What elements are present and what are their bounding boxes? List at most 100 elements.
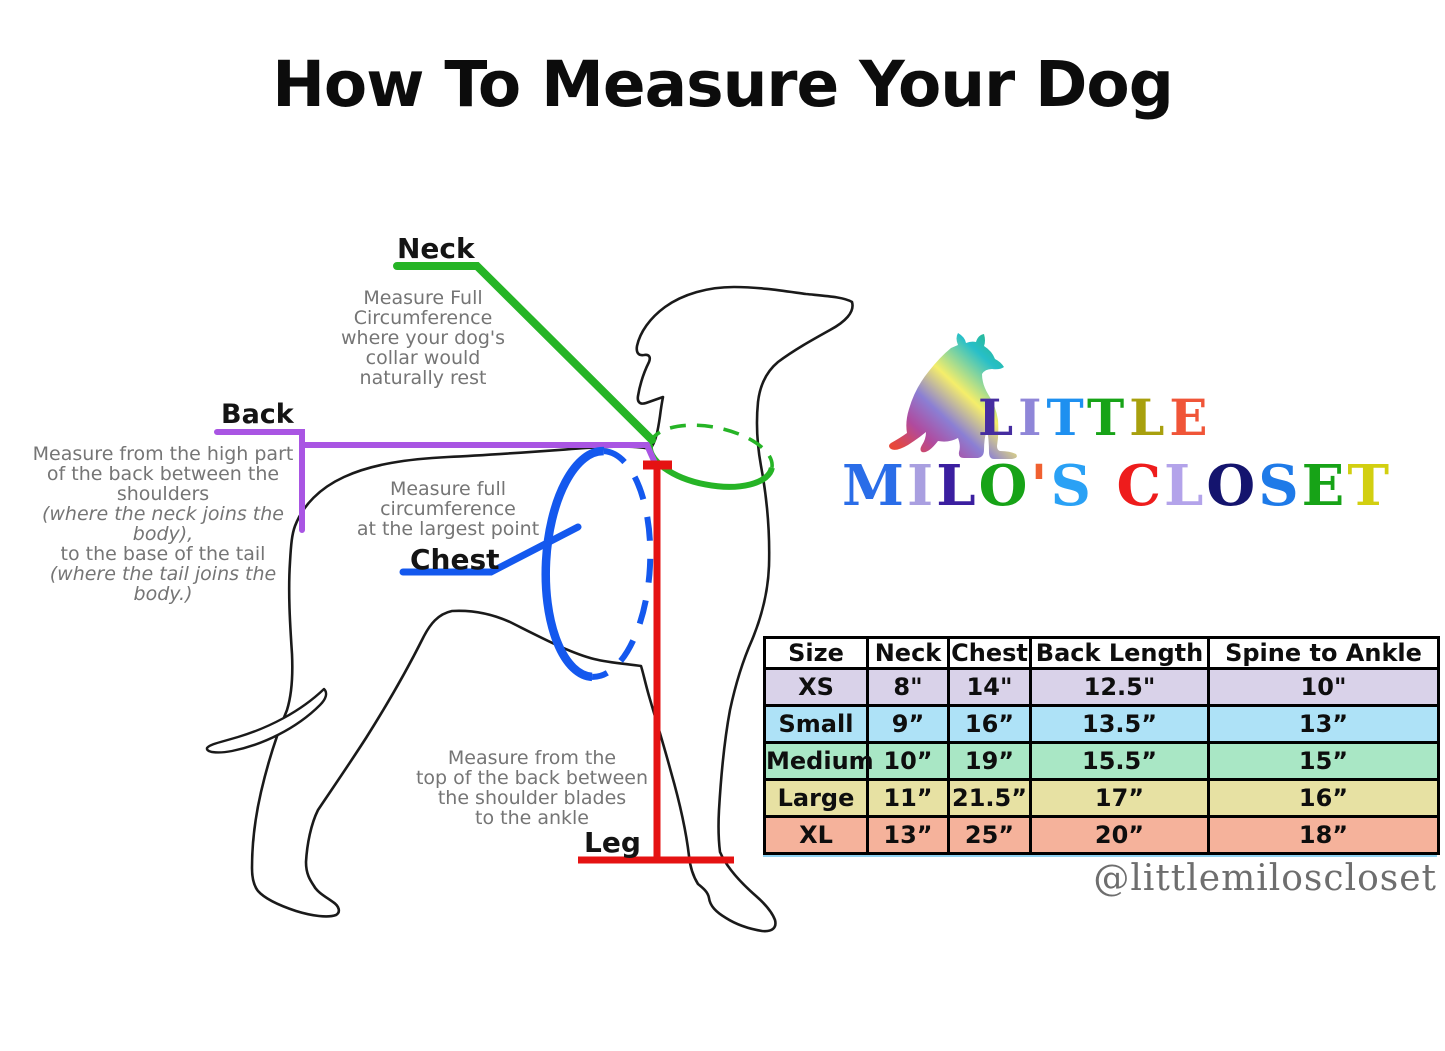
back-label: Back	[221, 399, 294, 430]
logo-letter: S	[1258, 453, 1302, 519]
chart-header-cell: Spine to Ankle	[1207, 636, 1440, 670]
spine-to-ankle-cell: 13”	[1207, 704, 1440, 744]
logo-letter: L	[1164, 453, 1207, 519]
chest-cell: 25”	[947, 815, 1032, 855]
logo-letter: O	[978, 453, 1031, 519]
logo-dog-silhouette	[889, 333, 1017, 459]
neck-cell: 9”	[866, 704, 950, 744]
measure-desc-line: circumference	[380, 498, 516, 520]
measure-desc-line: the shoulder blades	[437, 787, 627, 809]
spine-to-ankle-cell: 16”	[1207, 778, 1440, 818]
logo-letter: L	[978, 388, 1019, 447]
chest-label: Chest	[410, 543, 500, 576]
neck-cell: 13”	[866, 815, 950, 855]
size-chart-accent-line	[763, 855, 1437, 857]
neck-description: Measure Full Circumference where your dog'…	[323, 288, 523, 388]
spine-to-ankle-cell: 18”	[1207, 815, 1440, 855]
size-cell: Small	[763, 704, 869, 744]
logo-wordmark-line1: LITTLE	[978, 393, 1212, 443]
chart-header-cell: Neck	[866, 636, 950, 670]
logo	[888, 333, 1036, 463]
back-measure-bracket	[214, 429, 305, 533]
size-chart: Size Neck Chest Back Length Spine to Ankle X…	[763, 636, 1440, 855]
neck-measure-line	[393, 262, 656, 444]
size-chart-table: Size Neck Chest Back Length Spine to Ankle X…	[763, 636, 1440, 855]
back-length-cell: 15.5”	[1029, 741, 1210, 781]
leg-label: Leg	[584, 826, 641, 859]
back-length-cell: 13.5”	[1029, 704, 1210, 744]
size-cell: Large	[763, 778, 869, 818]
neck-cell: 10”	[866, 741, 950, 781]
neck-cell: 11”	[866, 778, 950, 818]
dog-tail	[205, 687, 328, 754]
chest-description: Measure full circumference at the largest …	[328, 479, 568, 539]
spine-to-ankle-cell: 15”	[1207, 741, 1440, 781]
size-row-xl: XL 13” 25” 20” 18”	[763, 815, 1440, 855]
logo-letter: O	[1206, 453, 1259, 519]
measure-desc-line: Circumference	[353, 307, 493, 329]
back-description: Measure from the high part of the back be…	[27, 444, 299, 604]
measure-desc-line: shoulders	[116, 483, 210, 505]
logo-letter: T	[1347, 453, 1393, 519]
size-cell: XS	[763, 667, 869, 707]
measure-desc-line: (where the neck joins the body),	[41, 503, 284, 545]
neck-cell: 8"	[866, 667, 950, 707]
size-chart-body: XS 8" 14" 12.5" 10" Small 9” 16” 13.5” 13” Medium 1…	[763, 667, 1440, 855]
chest-cell: 16”	[947, 704, 1032, 744]
social-handle: @littlemiloscloset	[1093, 858, 1437, 899]
measure-desc-line: (where the tail joins the body.)	[49, 563, 277, 605]
back-length-cell: 17”	[1029, 778, 1210, 818]
measure-desc-line: of the back between the	[46, 463, 280, 485]
logo-dog-icon	[889, 333, 1017, 459]
measure-desc-line: Measure from the	[447, 747, 617, 769]
measure-desc-line: top of the back between	[415, 767, 649, 789]
size-row-medium: Medium 10” 19” 15.5” 15”	[763, 741, 1440, 781]
measure-desc-line: Measure Full	[363, 287, 483, 309]
logo-letter: L	[1129, 388, 1170, 447]
measure-desc-line: naturally rest	[359, 367, 487, 389]
chest-cell: 19”	[947, 741, 1032, 781]
measure-desc-line: to the base of the tail	[60, 543, 266, 565]
measure-desc-line: to the ankle	[475, 807, 589, 829]
chart-header-cell: Back Length	[1029, 636, 1210, 670]
chest-ellipse-solid	[541, 446, 605, 682]
size-row-xs: XS 8" 14" 12.5" 10"	[763, 667, 1440, 707]
chest-pointer-line	[399, 523, 582, 576]
chest-ellipse-dashed	[591, 448, 654, 680]
logo-letter: E	[1301, 453, 1348, 519]
logo-letter: L	[936, 453, 979, 519]
measure-desc-line: Measure full	[389, 478, 507, 500]
logo-letter: S	[1050, 453, 1094, 519]
logo-wordmark-line2: MILO'S CLOSET	[842, 457, 1392, 515]
chest-cell: 14"	[947, 667, 1032, 707]
size-row-small: Small 9” 16” 13.5” 13”	[763, 704, 1440, 744]
measure-desc-line: Measure from the high part	[32, 443, 294, 465]
logo-letter: I	[907, 453, 937, 519]
back-length-cell: 12.5"	[1029, 667, 1210, 707]
measure-desc-line: collar would	[365, 347, 481, 369]
chest-cell: 21.5”	[947, 778, 1032, 818]
leg-description: Measure from the top of the back between t…	[402, 748, 662, 828]
size-row-large: Large 11” 21.5” 17” 16”	[763, 778, 1440, 818]
chart-header-cell: Size	[763, 636, 869, 670]
logo-letter: T	[1046, 388, 1087, 447]
page-title: How To Measure Your Dog	[272, 48, 1174, 121]
neck-label: Neck	[397, 232, 475, 265]
logo-letter: C	[1116, 453, 1165, 519]
size-cell: Medium	[763, 741, 874, 781]
spine-to-ankle-cell: 10"	[1207, 667, 1440, 707]
logo-letter: '	[1030, 453, 1051, 519]
neck-ellipse-dashed	[648, 423, 774, 469]
logo-letter: M	[842, 453, 907, 519]
logo-letter	[1094, 453, 1117, 519]
logo-letter: T	[1086, 388, 1130, 447]
logo-letter: I	[1018, 388, 1047, 447]
size-chart-header: Size Neck Chest Back Length Spine to Ankle	[763, 636, 1440, 670]
back-measure-line	[299, 442, 658, 466]
size-cell: XL	[763, 815, 869, 855]
measure-desc-line: where your dog's	[340, 327, 506, 349]
chart-header-cell: Chest	[947, 636, 1032, 670]
measure-desc-line: at the largest point	[356, 518, 540, 540]
